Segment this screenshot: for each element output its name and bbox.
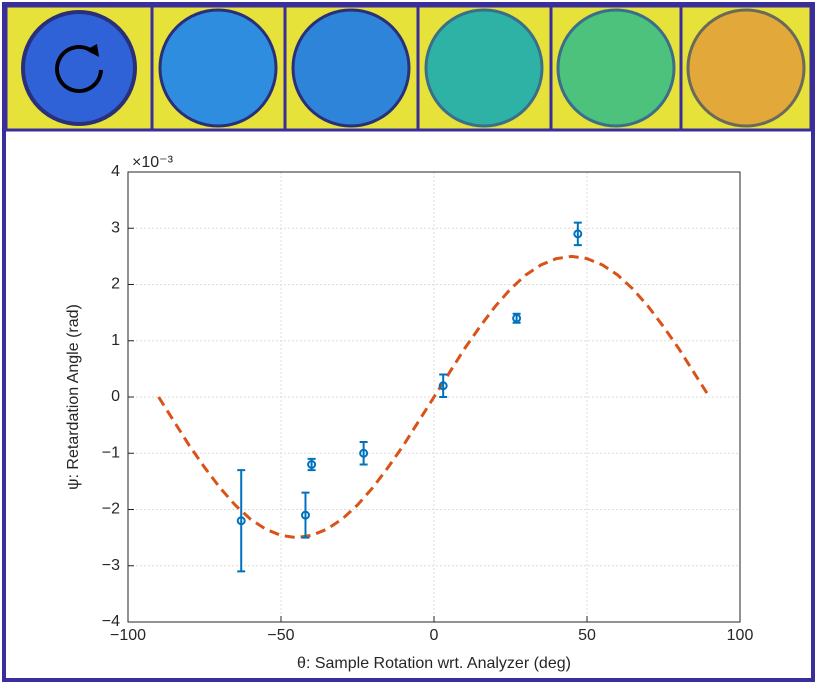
x-tick-label: 50 bbox=[578, 627, 596, 644]
x-tick-label: 0 bbox=[430, 627, 439, 644]
x-axis-label: θ: Sample Rotation wrt. Analyzer (deg) bbox=[297, 655, 571, 672]
thumbnail-disc bbox=[424, 8, 544, 128]
y-axis-label: ψ: Retardation Angle (rad) bbox=[65, 304, 82, 490]
rotate-icon-arrow[interactable] bbox=[86, 44, 99, 57]
data-point bbox=[438, 381, 448, 391]
data-point bbox=[573, 229, 583, 239]
image-strip bbox=[4, 4, 813, 132]
x-tick-label: −50 bbox=[267, 627, 294, 644]
axes-box bbox=[127, 171, 741, 623]
y-tick-label: −4 bbox=[102, 613, 120, 630]
data-point bbox=[307, 460, 317, 469]
y-tick-label: 2 bbox=[111, 276, 120, 293]
thumbnail-disc bbox=[556, 8, 676, 128]
x-tick-label: −100 bbox=[110, 627, 146, 644]
y-tick-label: −1 bbox=[102, 444, 120, 461]
fit-curve bbox=[157, 254, 711, 540]
y-multiplier: ×10⁻³ bbox=[132, 154, 174, 171]
thumbnail-disc bbox=[686, 8, 806, 128]
rotate-icon[interactable] bbox=[55, 44, 103, 93]
data-point bbox=[512, 313, 522, 323]
y-tick-label: −2 bbox=[102, 501, 120, 518]
thumbnail-disc bbox=[21, 10, 137, 126]
data-point bbox=[300, 510, 310, 520]
data-point bbox=[236, 516, 246, 526]
thumbnail-disc bbox=[291, 8, 411, 128]
x-tick-label: 100 bbox=[727, 627, 754, 644]
y-tick-label: 4 bbox=[111, 163, 120, 180]
y-tick-label: 3 bbox=[111, 219, 120, 236]
y-tick-label: 0 bbox=[111, 388, 120, 405]
y-tick-label: 1 bbox=[111, 332, 120, 349]
y-tick-label: −3 bbox=[102, 557, 120, 574]
data-point bbox=[359, 448, 369, 458]
thumbnail-disc bbox=[158, 8, 278, 128]
